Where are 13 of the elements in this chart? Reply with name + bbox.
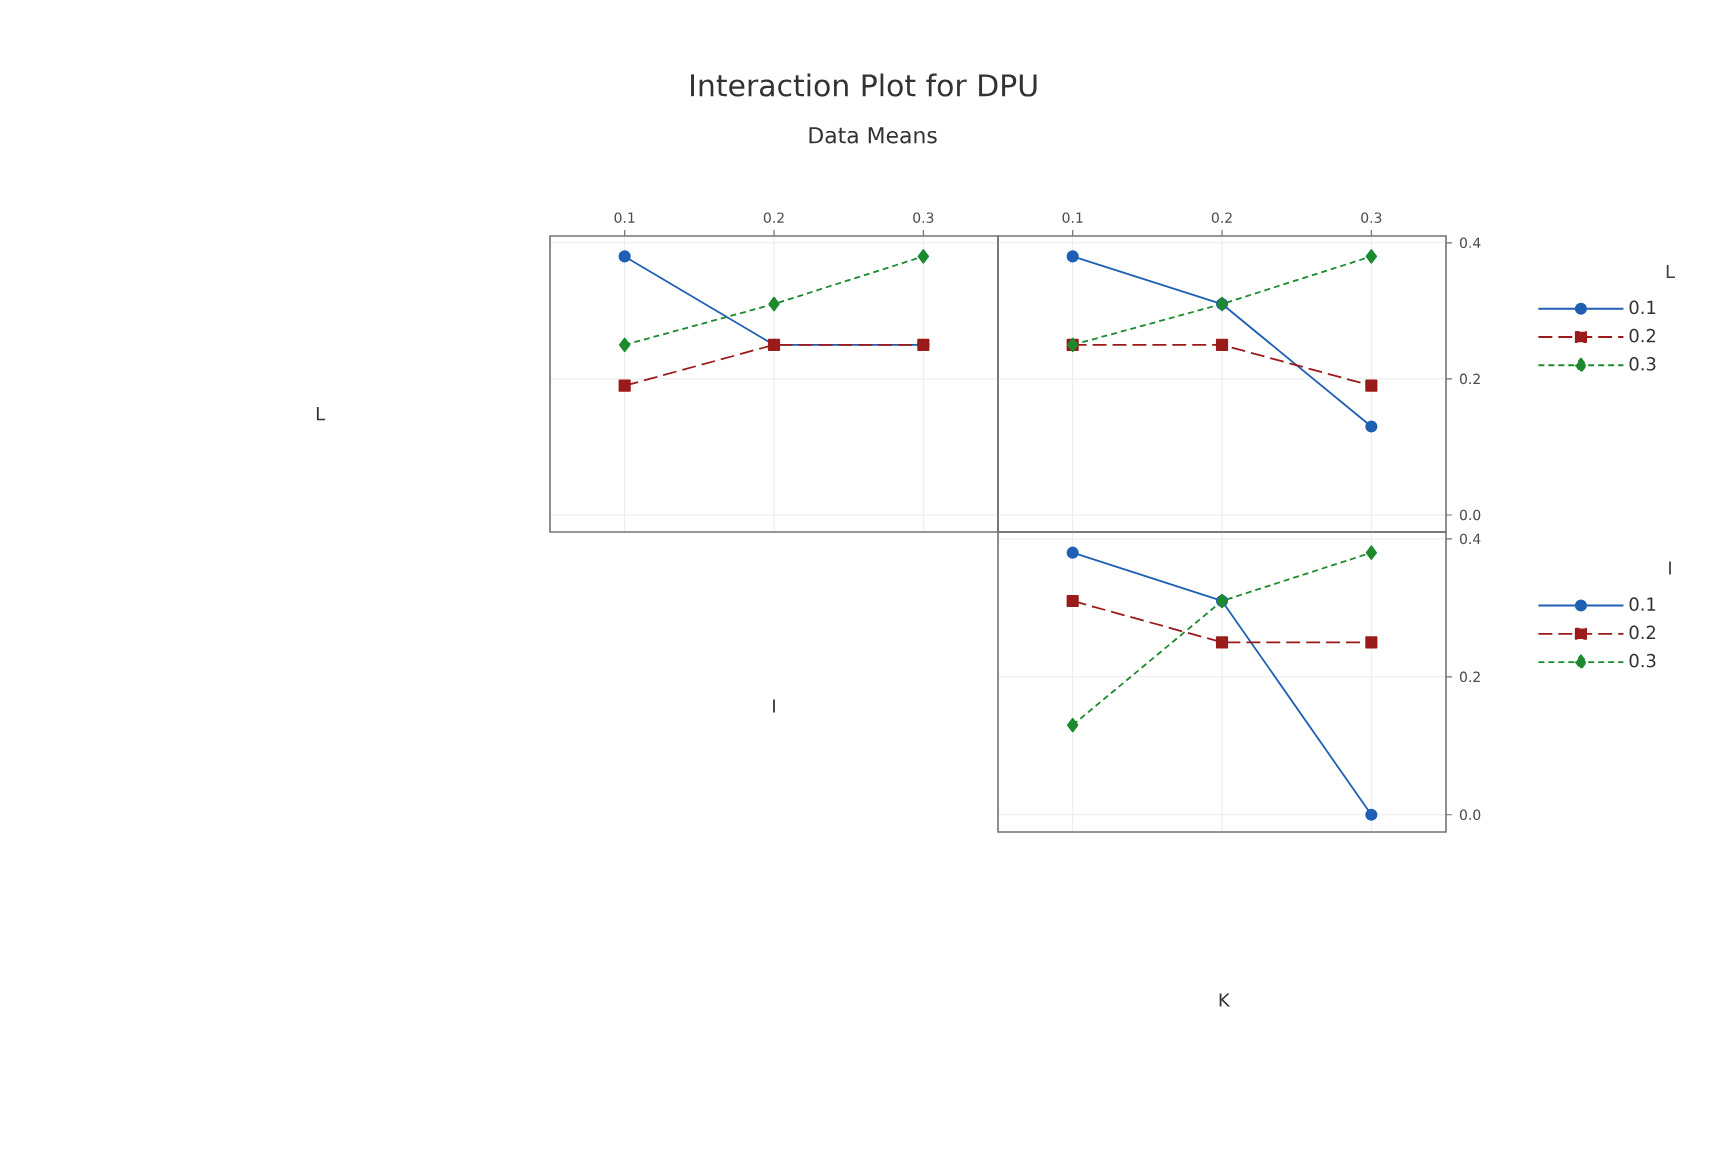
- chart-subtitle: Data Means: [809, 127, 937, 144]
- legend-label: 0.3: [1629, 357, 1656, 371]
- legend-label: 0.1: [1629, 300, 1656, 315]
- legend-label: 0.2: [1629, 625, 1656, 640]
- legend-label: 0.2: [1629, 328, 1656, 343]
- legend-label: 0.3: [1629, 653, 1656, 668]
- legend-label: 0.1: [1629, 597, 1656, 611]
- legend-title: L: [1666, 264, 1675, 279]
- y-axis-title: L: [316, 407, 326, 421]
- x-axis-title: K: [1219, 993, 1231, 1007]
- x-axis-title: I: [773, 699, 775, 713]
- chart-title: Interaction Plot for DPU: [691, 73, 1037, 97]
- legend-title: I: [1669, 561, 1671, 575]
